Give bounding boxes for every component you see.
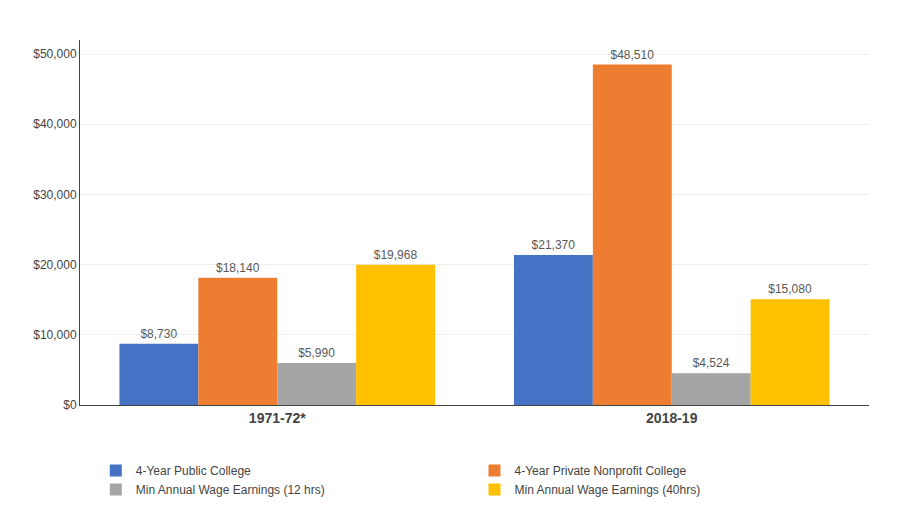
svg-text:$5,990: $5,990 [298, 346, 335, 360]
svg-text:$21,370: $21,370 [532, 238, 576, 252]
svg-text:$50,000: $50,000 [33, 47, 77, 61]
svg-text:$10,000: $10,000 [33, 328, 77, 342]
svg-text:$20,000: $20,000 [33, 258, 77, 272]
svg-text:$40,000: $40,000 [33, 117, 77, 131]
svg-text:2018-19: 2018-19 [646, 410, 698, 426]
svg-text:$48,510: $48,510 [610, 48, 654, 62]
svg-text:$18,140: $18,140 [216, 261, 260, 275]
svg-text:4-Year Private Nonprofit Colle: 4-Year Private Nonprofit College [515, 464, 687, 478]
svg-text:$0: $0 [63, 398, 77, 412]
svg-text:$4,524: $4,524 [693, 356, 730, 370]
svg-text:Min Annual Wage Earnings (12 h: Min Annual Wage Earnings (12 hrs) [136, 483, 325, 497]
svg-text:4-Year Public College: 4-Year Public College [136, 464, 251, 478]
svg-text:Min Annual Wage Earnings (40hr: Min Annual Wage Earnings (40hrs) [515, 483, 701, 497]
svg-text:$19,968: $19,968 [374, 248, 418, 262]
svg-text:$30,000: $30,000 [33, 188, 77, 202]
svg-text:1971-72*: 1971-72* [249, 410, 306, 426]
svg-text:$8,730: $8,730 [140, 327, 177, 341]
svg-text:$15,080: $15,080 [768, 282, 812, 296]
